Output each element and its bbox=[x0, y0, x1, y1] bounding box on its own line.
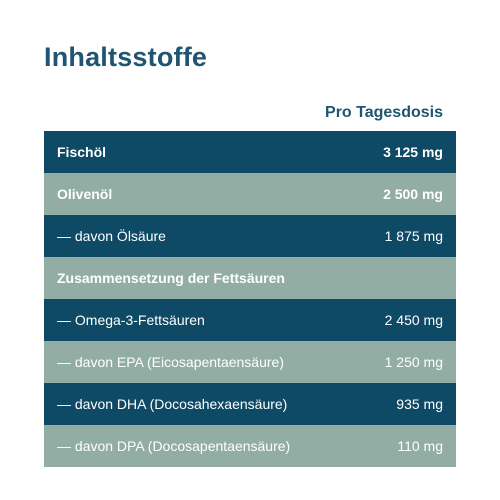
row-value: 935 mg bbox=[396, 396, 443, 412]
column-header-daily-dose: Pro Tagesdosis bbox=[325, 104, 443, 121]
table-row-oelsaeure: — davon Ölsäure 1 875 mg bbox=[44, 215, 456, 257]
row-label: — davon DHA (Docosahexaensäure) bbox=[57, 396, 288, 412]
row-value: 1 875 mg bbox=[384, 228, 443, 244]
row-value: 110 mg bbox=[397, 438, 443, 454]
table-row-olivenoel: Olivenöl 2 500 mg bbox=[44, 173, 456, 215]
row-value: 2 500 mg bbox=[383, 186, 443, 202]
ingredients-table: Fischöl 3 125 mg Olivenöl 2 500 mg — dav… bbox=[44, 131, 456, 467]
table-row-dpa: — davon DPA (Docosapentaensäure) 110 mg bbox=[44, 425, 456, 467]
table-row-omega3: — Omega-3-Fettsäuren 2 450 mg bbox=[44, 299, 456, 341]
row-label: Olivenöl bbox=[57, 186, 113, 202]
page-title: Inhaltsstoffe bbox=[44, 42, 208, 72]
row-value: 1 250 mg bbox=[384, 354, 443, 370]
row-label: — davon Ölsäure bbox=[57, 228, 166, 244]
row-value: 3 125 mg bbox=[383, 144, 443, 160]
section-heading: Zusammensetzung der Fettsäuren bbox=[57, 270, 285, 286]
table-row-epa: — davon EPA (Eicosapentaensäure) 1 250 m… bbox=[44, 341, 456, 383]
row-value: 2 450 mg bbox=[384, 312, 443, 328]
table-row-dha: — davon DHA (Docosahexaensäure) 935 mg bbox=[44, 383, 456, 425]
row-label: Fischöl bbox=[57, 144, 107, 160]
row-label: — davon DPA (Docosapentaensäure) bbox=[57, 438, 291, 454]
row-label: — davon EPA (Eicosapentaensäure) bbox=[57, 354, 284, 370]
table-row-fischoel: Fischöl 3 125 mg bbox=[44, 131, 456, 173]
row-label: — Omega-3-Fettsäuren bbox=[57, 312, 205, 328]
table-row-fettsaeuren-section: Zusammensetzung der Fettsäuren bbox=[44, 257, 456, 299]
